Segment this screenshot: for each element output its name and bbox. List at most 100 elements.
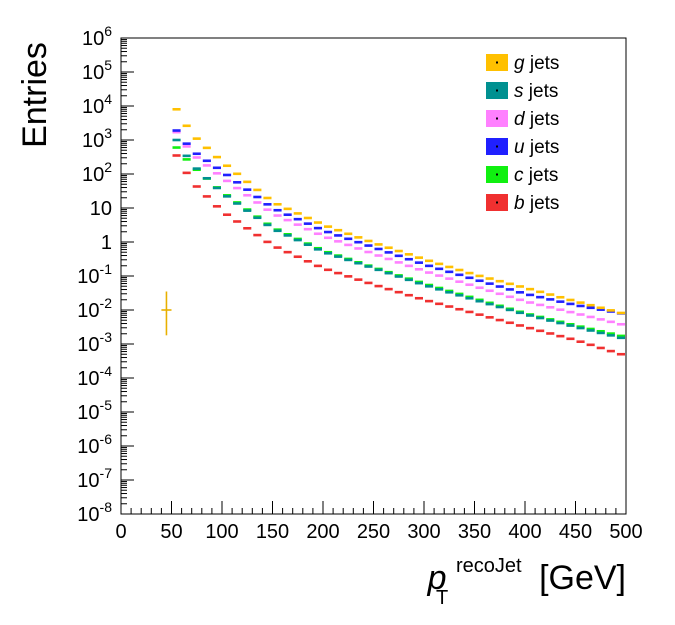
bin-marker [334,228,343,232]
bin-marker [596,318,605,321]
bin-marker [172,130,181,134]
bin-marker [414,256,423,259]
series-b-jets [172,154,625,356]
y-tick-label-base: 10 [82,62,104,84]
bin-marker [505,321,514,325]
y-axis-title: Entries [16,42,54,148]
bin-marker [344,275,353,278]
legend-marker-dot [496,117,498,120]
bin-marker [596,306,605,310]
bin-marker [475,298,484,302]
bin-marker [374,268,383,272]
bin-marker [404,264,413,268]
bin-marker [283,250,292,254]
bin-marker [536,316,545,320]
y-tick-label: 10-6 [77,431,112,458]
legend-label-suffix: jets [525,109,560,130]
bin-marker [515,311,524,315]
bin-marker [536,295,545,299]
y-tick-label-base: 10 [77,470,99,492]
series-u-jets [172,129,625,315]
bin-marker [465,296,474,300]
bin-marker [566,302,575,306]
bin-marker [495,305,504,309]
bin-marker [344,258,353,262]
x-tick-label: 50 [160,521,182,543]
bin-marker [445,277,454,280]
x-tick-label: 450 [559,521,592,543]
bin-marker [354,247,363,250]
bin-marker [566,298,575,302]
bin-marker [384,257,393,261]
bin-marker [526,326,535,330]
y-tick-label-base: 10 [77,436,99,458]
bin-marker [384,287,393,291]
legend-marker-dot [496,89,498,92]
bin-marker [596,346,605,350]
bin-marker [364,250,373,254]
bin-marker [303,216,312,220]
bin-marker [182,158,191,161]
bin-marker [223,179,232,183]
legend-marker-dot [496,61,498,64]
bin-marker [172,138,181,142]
bin-marker [526,293,535,297]
x-tick-label: 0 [115,521,126,543]
bin-marker [243,209,252,212]
bin-marker [192,152,201,156]
bin-marker [223,164,232,168]
bin-marker [273,229,282,233]
legend-item-d-jets: d jets [486,109,559,130]
bin-marker [526,301,535,304]
series-d-jets [172,130,625,326]
bin-marker [495,318,504,322]
y-tick-label: 10-4 [77,363,112,390]
bin-marker [465,271,474,275]
bin-marker [324,268,333,272]
y-tick-label-exponent: -5 [100,397,113,413]
y-tick-label-base: 10 [77,300,99,322]
y-tick-label-exponent: 2 [104,159,112,175]
bin-marker [202,195,211,198]
bin-marker [475,313,484,316]
outlier-point [161,291,172,336]
bin-marker [445,305,454,308]
bin-marker [546,298,555,301]
y-tick-label-exponent: 6 [104,23,112,39]
bin-marker [616,311,625,315]
bin-marker [384,246,393,250]
bin-marker [233,220,242,223]
bin-marker [313,221,322,224]
bin-marker [505,295,514,299]
bin-marker [253,188,262,192]
legend-label-flavour: s [514,81,524,102]
bin-marker [273,214,282,217]
y-tick-label: 10-1 [77,261,112,288]
bin-marker [435,286,444,290]
x-tick-label: 400 [508,521,541,543]
bin-marker [414,261,423,264]
y-tick-label-base: 10 [77,368,99,390]
bin-marker [273,246,282,249]
bin-marker [202,159,211,163]
bin-marker [596,329,605,333]
bin-marker [223,195,232,198]
bin-marker [536,290,545,294]
bin-marker [414,296,423,300]
y-tick-label: 10-2 [77,295,112,322]
bin-marker [283,234,292,237]
bin-marker [364,244,373,247]
bin-marker [313,232,322,236]
bin-marker [414,268,423,271]
y-tick-label: 104 [82,91,112,118]
bin-marker [586,306,595,310]
bin-marker [425,259,434,263]
bin-marker [293,212,302,215]
legend-label-suffix: jets [524,81,559,102]
y-tick-label-exponent: 3 [104,125,112,141]
bin-marker [172,129,181,132]
bin-marker [374,254,383,257]
bin-marker [546,319,555,322]
